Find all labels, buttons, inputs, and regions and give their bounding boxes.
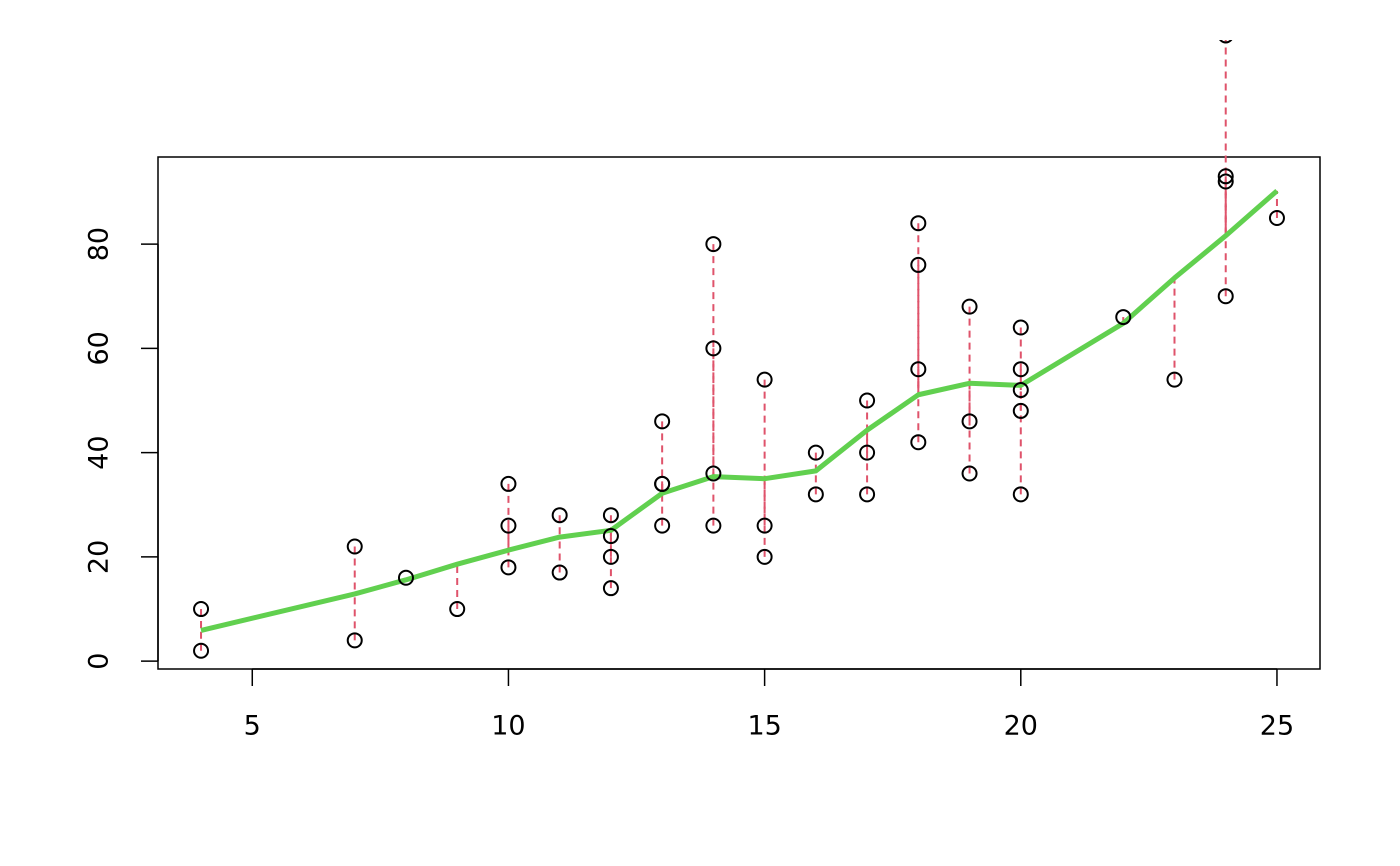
point	[910, 361, 927, 378]
point	[1012, 361, 1029, 378]
point	[193, 601, 210, 618]
point	[1012, 486, 1029, 503]
point	[500, 517, 517, 534]
point	[910, 434, 927, 451]
point	[756, 517, 773, 534]
point	[449, 601, 466, 618]
point	[961, 465, 978, 482]
point	[654, 413, 671, 430]
point	[551, 507, 568, 524]
point	[705, 340, 722, 357]
point	[602, 507, 619, 524]
x-tick-label: 10	[491, 711, 525, 742]
point	[602, 528, 619, 545]
point	[346, 632, 363, 649]
point	[654, 475, 671, 492]
point	[807, 486, 824, 503]
x-tick-label: 15	[747, 711, 781, 742]
x-tick-label: 25	[1260, 711, 1294, 742]
point	[193, 642, 210, 659]
point	[961, 298, 978, 315]
plot-frame	[157, 156, 1321, 670]
point	[756, 548, 773, 565]
y-tick-label: 20	[84, 540, 115, 574]
point	[910, 215, 927, 232]
x-tick-label: 20	[1004, 711, 1038, 742]
point	[859, 444, 876, 461]
y-tick-label: 40	[84, 435, 115, 469]
point	[961, 413, 978, 430]
point	[346, 538, 363, 555]
point	[705, 236, 722, 253]
x-tick-label: 5	[244, 711, 261, 742]
point	[500, 475, 517, 492]
point	[859, 486, 876, 503]
point	[602, 548, 619, 565]
point	[551, 564, 568, 581]
point	[397, 569, 414, 586]
point	[705, 465, 722, 482]
point	[1012, 402, 1029, 419]
y-tick-label: 60	[84, 331, 115, 365]
point	[1217, 168, 1234, 185]
point	[602, 580, 619, 597]
point	[654, 517, 671, 534]
point	[1115, 309, 1132, 326]
point	[1166, 371, 1183, 388]
point	[859, 392, 876, 409]
point	[910, 256, 927, 273]
marks	[193, 40, 1285, 659]
point	[756, 371, 773, 388]
point	[1268, 210, 1285, 227]
point	[500, 559, 517, 576]
y-tick-label: 0	[84, 653, 115, 670]
point	[1012, 382, 1029, 399]
fit-line	[200, 189, 1279, 633]
point	[1217, 288, 1234, 305]
point	[1217, 173, 1234, 190]
point	[1012, 319, 1029, 336]
point	[705, 517, 722, 534]
point	[1219, 40, 1233, 44]
point	[807, 444, 824, 461]
y-tick-label: 80	[84, 227, 115, 261]
